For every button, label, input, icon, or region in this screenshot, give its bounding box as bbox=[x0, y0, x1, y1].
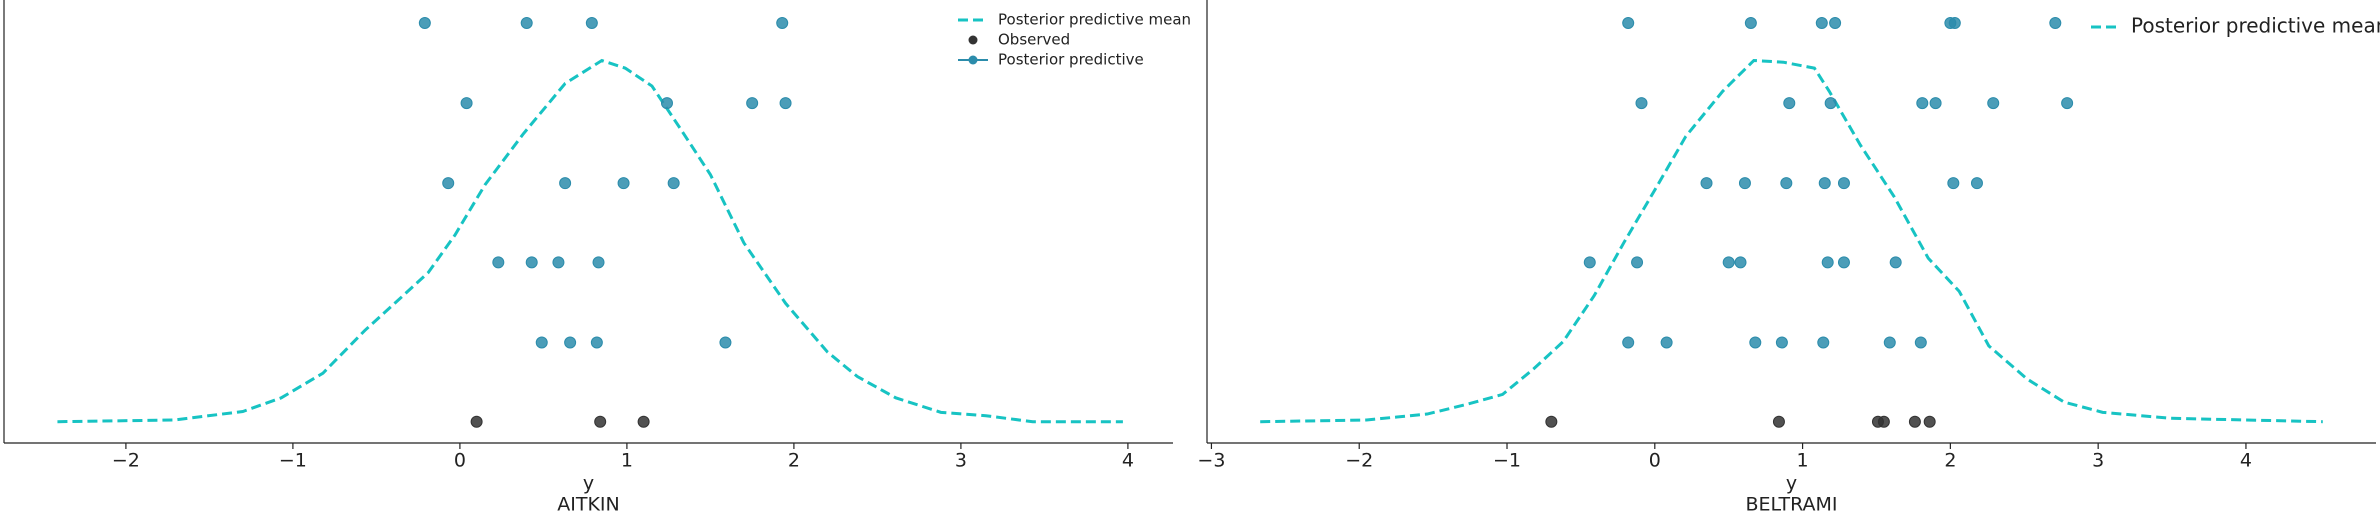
point bbox=[1772, 415, 1785, 428]
point bbox=[776, 17, 789, 30]
point bbox=[460, 97, 473, 110]
point bbox=[1947, 177, 1960, 190]
point bbox=[1815, 17, 1828, 30]
panel-label: BELTRAMI bbox=[1745, 494, 1837, 516]
legend-label: Posterior predictive mean bbox=[998, 11, 1191, 29]
legend-key bbox=[968, 35, 978, 45]
legend-key bbox=[968, 55, 978, 65]
x-tick-label: −1 bbox=[279, 450, 307, 472]
point bbox=[1635, 97, 1648, 110]
point bbox=[564, 336, 577, 349]
point bbox=[1631, 256, 1644, 269]
point bbox=[1622, 17, 1635, 30]
point bbox=[559, 177, 572, 190]
x-tick-label: 2 bbox=[1944, 450, 1956, 472]
point bbox=[594, 415, 607, 428]
point bbox=[617, 177, 630, 190]
point bbox=[1821, 256, 1834, 269]
point bbox=[1749, 336, 1762, 349]
point bbox=[1780, 177, 1793, 190]
x-tick-label: 1 bbox=[621, 450, 633, 472]
x-tick-label: 0 bbox=[454, 450, 466, 472]
point bbox=[1583, 256, 1596, 269]
mean-line bbox=[57, 58, 1123, 424]
point bbox=[1923, 415, 1936, 428]
point bbox=[1818, 177, 1831, 190]
point bbox=[1783, 97, 1796, 110]
point bbox=[667, 177, 680, 190]
point bbox=[470, 415, 483, 428]
point bbox=[1738, 177, 1751, 190]
legend-label: Observed bbox=[998, 31, 1070, 49]
point bbox=[637, 415, 650, 428]
point bbox=[442, 177, 455, 190]
x-tick-label: 4 bbox=[1122, 450, 1134, 472]
x-tick-label: 3 bbox=[955, 450, 967, 472]
point bbox=[1829, 17, 1842, 30]
legend-label: Posterior predictive mean bbox=[2131, 14, 2380, 38]
point bbox=[1837, 177, 1850, 190]
point bbox=[660, 97, 673, 110]
point bbox=[535, 336, 548, 349]
x-tick-label: 1 bbox=[1797, 450, 1809, 472]
x-tick-label: −3 bbox=[1197, 450, 1225, 472]
point bbox=[1622, 336, 1635, 349]
point bbox=[1837, 256, 1850, 269]
point bbox=[719, 336, 732, 349]
point bbox=[1700, 177, 1713, 190]
x-tick-label: 2 bbox=[788, 450, 800, 472]
x-axis-label: y bbox=[1786, 473, 1797, 495]
point bbox=[1722, 256, 1735, 269]
point bbox=[1929, 97, 1942, 110]
x-tick-label: −2 bbox=[1345, 450, 1373, 472]
point bbox=[492, 256, 505, 269]
point bbox=[1948, 17, 1961, 30]
point bbox=[1914, 336, 1927, 349]
point bbox=[1775, 336, 1788, 349]
point bbox=[2049, 17, 2062, 30]
point bbox=[746, 97, 759, 110]
point bbox=[2061, 97, 2074, 110]
point bbox=[1877, 415, 1890, 428]
point bbox=[1883, 336, 1896, 349]
point bbox=[1889, 256, 1902, 269]
point bbox=[592, 256, 605, 269]
point bbox=[1970, 177, 1983, 190]
x-axis-label: y bbox=[583, 473, 594, 495]
x-tick-label: 4 bbox=[2240, 450, 2252, 472]
point bbox=[585, 17, 598, 30]
legend-label: Posterior predictive bbox=[998, 51, 1144, 69]
mean-line bbox=[1260, 58, 2323, 424]
point bbox=[590, 336, 603, 349]
point bbox=[1916, 97, 1929, 110]
point bbox=[1817, 336, 1830, 349]
point bbox=[552, 256, 565, 269]
point bbox=[520, 17, 533, 30]
point bbox=[1660, 336, 1673, 349]
point bbox=[1908, 415, 1921, 428]
point bbox=[1734, 256, 1747, 269]
point bbox=[1545, 415, 1558, 428]
x-tick-label: −1 bbox=[1493, 450, 1521, 472]
point bbox=[1824, 97, 1837, 110]
point bbox=[1987, 97, 2000, 110]
x-tick-label: −2 bbox=[112, 450, 140, 472]
panel-label: AITKIN bbox=[557, 494, 619, 516]
x-tick-label: 0 bbox=[1649, 450, 1661, 472]
point bbox=[1744, 17, 1757, 30]
point bbox=[418, 17, 431, 30]
x-tick-label: 3 bbox=[2092, 450, 2104, 472]
point bbox=[779, 97, 792, 110]
point bbox=[525, 256, 538, 269]
